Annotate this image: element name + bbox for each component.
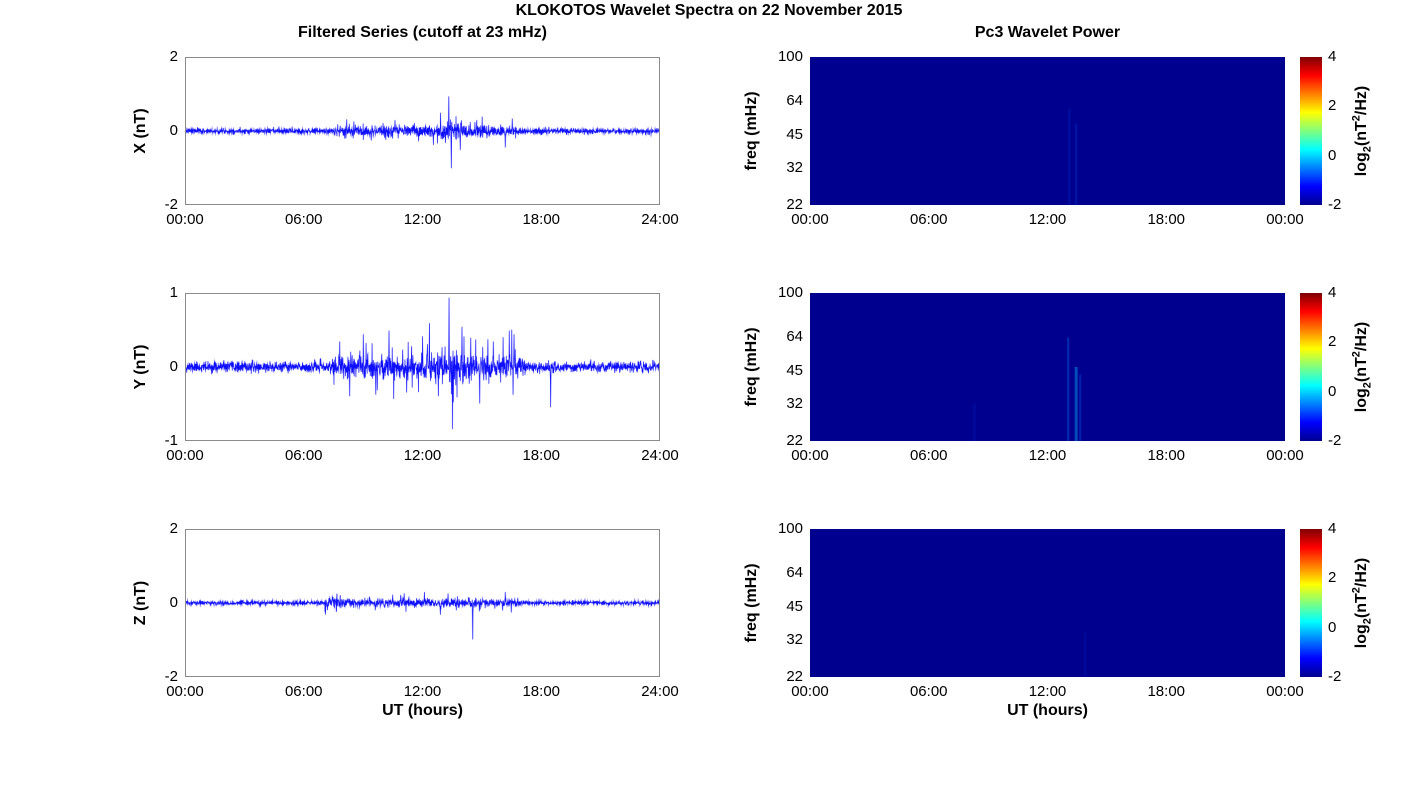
tick-label: 06:00 [909,211,948,228]
tick-label: 06:00 [909,447,948,464]
tick-label: 2 [169,520,178,537]
tick-label: 64 [786,563,803,581]
colorbar-gradient-y [1300,293,1322,441]
colorbar-label-sup: 2 [1350,587,1363,594]
panel-wavelet-power-y: freq (mHz) [743,293,1285,441]
wavelet-power-y-heatmap [810,293,1285,441]
tick-label: 00:00 [1266,447,1304,464]
tick-label: 18:00 [522,683,561,700]
colorbar-label-sup: 2 [1350,115,1363,122]
tick-label: 06:00 [909,683,948,700]
colorbar-gradient-x [1300,57,1322,205]
tick-label: 64 [786,91,803,109]
panel-filtered-series-z: Z (nT) [132,529,660,677]
tick-label: 22 [786,196,803,213]
wavelet-power-x-heatmap [810,57,1285,205]
panel-filtered-series-x: X (nT) [132,57,660,205]
tick-label: 06:00 [284,683,323,700]
tick-label: -2 [1328,432,1342,449]
panel-wavelet-power-z: freq (mHz) [743,529,1285,677]
tick-label: 1 [169,284,178,301]
tick-label: 32 [786,395,803,413]
tick-label: -1 [164,432,178,449]
tick-label: 2 [1328,97,1337,115]
tick-label: 00:00 [166,447,204,464]
tick-label: 18:00 [1147,447,1186,464]
tick-label: 45 [786,126,803,144]
tick-label: -2 [1328,196,1342,213]
tick-label: 0 [1328,382,1337,400]
tick-label: 18:00 [1147,683,1186,700]
tick-label: 00:00 [166,683,204,700]
tick-label: 4 [1328,520,1337,537]
tick-label: -2 [164,668,178,685]
tick-label: 24:00 [641,211,679,228]
colorbar-label-mid: (nT [1353,593,1371,619]
tick-label: 12:00 [1028,447,1067,464]
tick-label: 2 [169,48,178,65]
tick-label: 12:00 [403,683,442,700]
colorbar-x: log2(nT2/Hz) [1300,57,1373,205]
wavelet-power-z-heatmap [810,529,1285,677]
tick-label: 100 [777,284,803,301]
tick-label: -2 [164,196,178,213]
filtered-series-z-plot [186,530,659,676]
tick-label: 4 [1328,48,1337,65]
tick-label: 18:00 [1147,211,1186,228]
colorbar-label-sup: 2 [1350,351,1363,358]
tick-label: 64 [786,327,803,345]
x-axis-label-left: UT (hours) [382,702,463,719]
colorbar-z: log2(nT2/Hz) [1300,529,1373,677]
tick-label: 45 [786,362,803,380]
tick-label: -2 [1328,668,1342,685]
tick-label: 0 [169,122,178,139]
tick-label: 00:00 [791,211,829,228]
tick-label: 22 [786,668,803,685]
colorbar-gradient-z [1300,529,1322,677]
tick-label: 0 [169,358,178,375]
tick-label: 4 [1328,284,1337,301]
right-column-title: Pc3 Wavelet Power [974,24,1121,41]
tick-label: 06:00 [284,447,323,464]
tick-label: 100 [777,520,803,537]
tick-label: 12:00 [403,211,442,228]
tick-label: 18:00 [522,211,561,228]
tick-label: 00:00 [1266,211,1304,228]
tick-label: 32 [786,631,803,649]
tick-label: 0 [169,594,178,611]
tick-label: 100 [777,48,803,65]
tick-label: 00:00 [791,683,829,700]
panel-filtered-series-y: Y (nT) [132,293,660,441]
tick-label: 2 [1328,569,1337,587]
tick-label: 00:00 [1266,683,1304,700]
colorbar-y: log2(nT2/Hz) [1300,293,1373,441]
filtered-series-x-plot [186,58,659,204]
colorbar-label-mid: (nT [1353,121,1371,147]
tick-label: 24:00 [641,447,679,464]
figure-title: KLOKOTOS Wavelet Spectra on 22 November … [515,2,903,19]
tick-label: 00:00 [166,211,204,228]
tick-label: 0 [1328,146,1337,164]
tick-label: 32 [786,159,803,177]
tick-label: 00:00 [791,447,829,464]
colorbar-label-mid: (nT [1353,357,1371,383]
tick-label: 45 [786,598,803,616]
tick-label: 2 [1328,333,1337,351]
tick-label: 0 [1328,618,1337,636]
x-axis-label-right: UT (hours) [1007,702,1088,719]
panel-wavelet-power-x: freq (mHz) [743,57,1285,205]
filtered-series-y-plot [186,294,659,440]
tick-label: 18:00 [522,447,561,464]
tick-label: 22 [786,432,803,449]
tick-label: 24:00 [641,683,679,700]
tick-label: 12:00 [1028,211,1067,228]
tick-label: 06:00 [284,211,323,228]
tick-label: 12:00 [1028,683,1067,700]
left-column-title: Filtered Series (cutoff at 23 mHz) [298,24,547,41]
tick-label: 12:00 [403,447,442,464]
